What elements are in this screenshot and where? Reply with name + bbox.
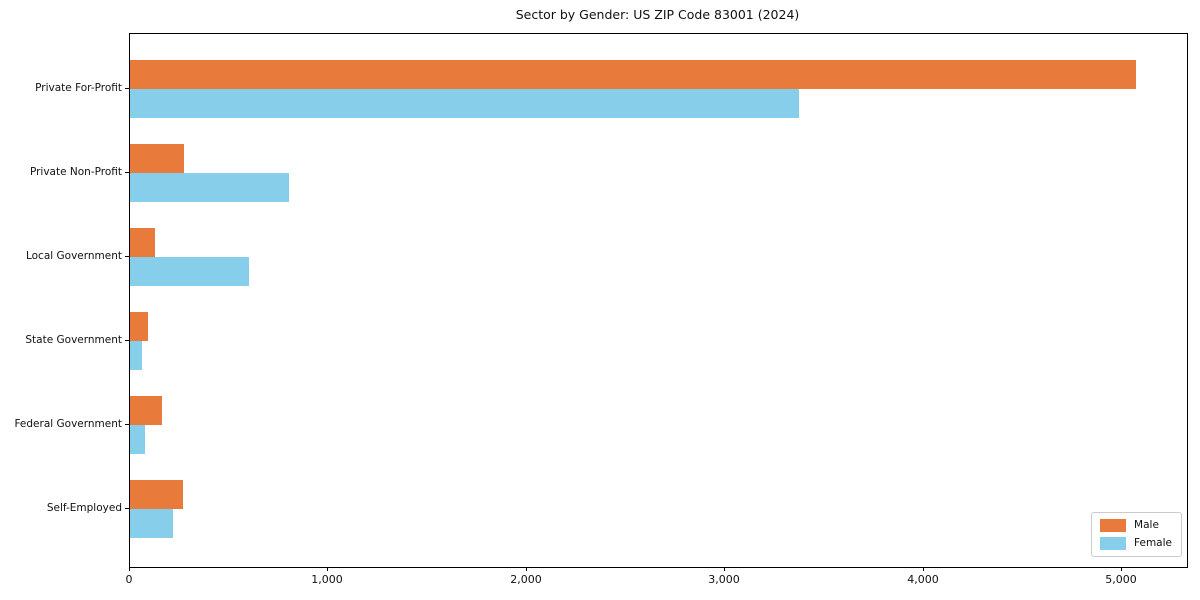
- plot-area: Male Female: [129, 33, 1188, 568]
- bar-male: [130, 228, 155, 257]
- y-axis-tick: [125, 256, 129, 257]
- bar-female: [130, 425, 145, 454]
- x-axis-tick: [129, 567, 130, 571]
- bar-male: [130, 312, 148, 341]
- x-axis-tick: [327, 567, 328, 571]
- bar-female: [130, 341, 142, 370]
- x-axis-tick: [724, 567, 725, 571]
- x-axis-tick-label: 5,000: [1105, 573, 1137, 586]
- y-axis-tick: [125, 508, 129, 509]
- bar-male: [130, 144, 184, 173]
- x-axis-tick: [1121, 567, 1122, 571]
- bar-male: [130, 396, 162, 425]
- x-axis-tick-label: 4,000: [907, 573, 939, 586]
- bar-female: [130, 257, 249, 286]
- chart-title: Sector by Gender: US ZIP Code 83001 (202…: [515, 7, 800, 22]
- bar-female: [130, 89, 799, 118]
- legend-swatch-female: [1100, 537, 1127, 550]
- y-axis-label: Federal Government: [14, 418, 122, 430]
- x-axis-tick-label: 2,000: [510, 573, 542, 586]
- legend-label-male: Male: [1134, 519, 1159, 531]
- bar-male: [130, 480, 183, 509]
- x-axis-tick: [526, 567, 527, 571]
- x-axis-tick-label: 3,000: [708, 573, 740, 586]
- y-axis-label: Local Government: [25, 250, 122, 262]
- legend-swatch-male: [1100, 519, 1127, 532]
- x-axis-tick-label: 0: [125, 573, 133, 586]
- y-axis-tick: [125, 340, 129, 341]
- bar-female: [130, 509, 173, 538]
- legend-item-female: Female: [1100, 537, 1172, 550]
- y-axis-tick: [125, 88, 129, 89]
- x-axis-tick: [923, 567, 924, 571]
- y-axis-tick: [125, 424, 129, 425]
- legend: Male Female: [1091, 512, 1182, 557]
- y-axis-tick: [125, 172, 129, 173]
- y-axis-label: Private For-Profit: [35, 82, 122, 94]
- bar-female: [130, 173, 289, 202]
- legend-label-female: Female: [1134, 537, 1172, 549]
- y-axis-label: Self-Employed: [46, 502, 122, 514]
- bar-male: [130, 60, 1136, 89]
- legend-item-male: Male: [1100, 519, 1172, 532]
- y-axis-label: State Government: [25, 334, 122, 346]
- y-axis-label: Private Non-Profit: [29, 166, 122, 178]
- x-axis-tick-label: 1,000: [311, 573, 343, 586]
